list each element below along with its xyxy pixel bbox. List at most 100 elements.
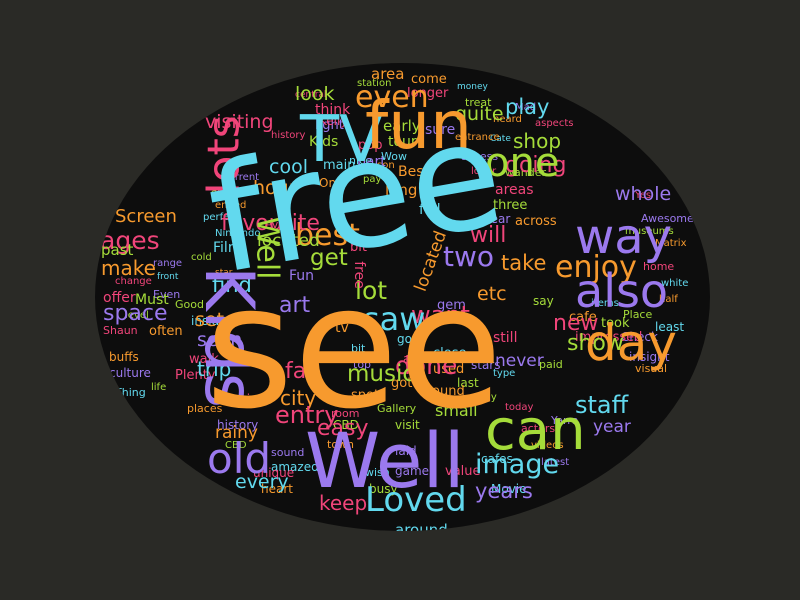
word: even [355, 80, 429, 115]
word: visual [635, 362, 668, 375]
word: culture [109, 366, 151, 380]
word: town [327, 438, 355, 451]
word: cafe [569, 310, 597, 325]
word: year [593, 417, 631, 437]
word: early [383, 117, 421, 135]
word: Check [621, 330, 658, 344]
word: take [501, 251, 547, 275]
word: cold [191, 252, 212, 263]
word: ages [100, 226, 160, 255]
word: play [505, 95, 550, 119]
word: CBD [333, 418, 359, 432]
word: want [411, 301, 470, 329]
word-way: way [575, 209, 673, 265]
word: amazed [271, 460, 319, 474]
word: seen [197, 329, 243, 351]
word: cool [269, 156, 308, 178]
word: will [470, 223, 507, 248]
word: small [435, 401, 478, 420]
word: get [310, 245, 348, 271]
word: access [461, 150, 499, 163]
word: main [323, 158, 356, 173]
word-can: can [485, 398, 586, 463]
word: located [257, 231, 320, 251]
word: tv [335, 320, 349, 336]
word: heard [493, 114, 522, 125]
word: look [295, 83, 335, 105]
word: areas [495, 182, 534, 198]
word: perfect [203, 212, 239, 223]
word: every [235, 471, 289, 493]
word: game [395, 464, 430, 478]
word: miss [235, 392, 263, 406]
word: done [395, 351, 458, 380]
word: unique [253, 466, 295, 480]
word: Thing [115, 386, 146, 399]
word: Gallery [377, 402, 417, 415]
word: front [157, 272, 179, 282]
word: keep [319, 491, 368, 515]
word: money [457, 82, 488, 92]
word: son [377, 160, 395, 171]
word: value [445, 464, 481, 479]
word: wish [365, 466, 390, 479]
word: lot [355, 276, 388, 305]
word: fan [285, 359, 321, 384]
word: city [280, 386, 317, 410]
word: music [347, 361, 416, 387]
word-old: old [207, 434, 272, 483]
word: three [493, 198, 528, 213]
word: two [443, 240, 495, 273]
word: sound [271, 446, 305, 459]
word: Awesome [641, 212, 694, 225]
word: took [601, 316, 630, 331]
word: Kelly [319, 114, 348, 128]
word: set [195, 309, 225, 331]
word-loved: Loved [365, 480, 467, 520]
word: art [279, 293, 311, 318]
word: home [643, 260, 675, 273]
word: got [391, 376, 413, 391]
word: Plenty [175, 368, 216, 383]
word: inside [191, 314, 227, 328]
word: Shaun [103, 324, 138, 337]
word: ever [265, 218, 290, 231]
word: Good [175, 298, 204, 311]
word: stars [471, 358, 501, 372]
word: saw [363, 300, 426, 338]
word: top [353, 358, 372, 371]
word: Matrix [655, 238, 687, 249]
word: Wow [381, 150, 407, 163]
word: Yarra [551, 414, 579, 427]
word: enjoy [555, 250, 637, 285]
word: today [505, 402, 534, 413]
word: may [475, 392, 497, 403]
word: hour [253, 177, 297, 199]
word: got [397, 332, 417, 346]
word: come [411, 72, 447, 87]
word: shop [513, 129, 562, 153]
word: paid [539, 358, 563, 371]
word: spot [351, 388, 380, 403]
word: treat [465, 96, 492, 109]
word-cloud-oval: central station come longer money treat … [95, 63, 710, 531]
word: best [295, 218, 360, 253]
word: pay [363, 174, 382, 185]
word: actors [521, 422, 556, 435]
word: favourite [221, 211, 320, 236]
word: trip [197, 357, 232, 381]
word: around [395, 521, 448, 532]
word: entry [275, 401, 339, 429]
word: heart [261, 482, 293, 496]
word: half [659, 294, 678, 305]
word: gem [437, 298, 466, 313]
word: Film [213, 240, 242, 256]
word: space [103, 301, 168, 326]
word: busy [369, 482, 398, 496]
word: years [475, 479, 533, 503]
word: Kids [309, 134, 339, 150]
word: around [419, 384, 465, 399]
word: aspects [535, 118, 574, 129]
word: Movie [491, 482, 527, 496]
word: walk [189, 352, 219, 367]
